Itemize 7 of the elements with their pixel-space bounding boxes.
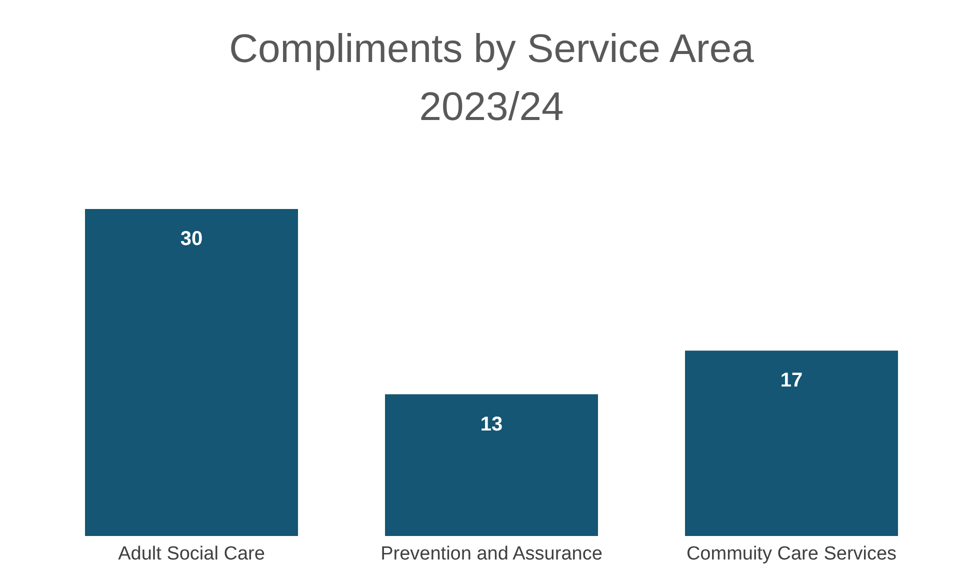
chart-title: Compliments by Service Area 2023/24 <box>229 27 755 129</box>
data-label: 13 <box>480 413 503 436</box>
data-label: 30 <box>180 228 203 250</box>
x-tick-label: Adult Social Care <box>118 544 265 564</box>
x-tick-label: Commuity Care Services <box>686 544 897 564</box>
x-tick-label: Prevention and Assurance <box>380 544 602 564</box>
data-label: 17 <box>780 370 803 392</box>
